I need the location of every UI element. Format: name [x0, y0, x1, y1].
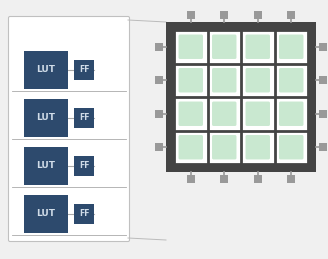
Bar [220, 11, 228, 19]
Bar [155, 143, 163, 151]
Text: LUT: LUT [36, 210, 55, 219]
Bar [319, 43, 327, 51]
FancyBboxPatch shape [178, 102, 203, 126]
Text: LUT: LUT [36, 66, 55, 75]
Bar [187, 11, 195, 19]
FancyBboxPatch shape [246, 135, 270, 160]
FancyBboxPatch shape [279, 68, 303, 92]
Text: LUT: LUT [36, 113, 55, 123]
Text: FF: FF [79, 113, 89, 123]
Bar [74, 156, 94, 176]
FancyBboxPatch shape [246, 68, 270, 92]
FancyBboxPatch shape [178, 135, 203, 160]
Bar [155, 110, 163, 118]
FancyBboxPatch shape [212, 34, 236, 59]
Text: FF: FF [79, 162, 89, 170]
FancyBboxPatch shape [279, 102, 303, 126]
Bar [24, 147, 68, 185]
Bar [319, 110, 327, 118]
Bar [220, 175, 228, 183]
FancyBboxPatch shape [212, 102, 236, 126]
Bar [24, 195, 68, 233]
Bar [24, 99, 68, 137]
FancyBboxPatch shape [9, 17, 130, 241]
Bar [74, 108, 94, 128]
Bar [74, 204, 94, 224]
Bar [166, 22, 316, 172]
FancyBboxPatch shape [279, 135, 303, 160]
Bar [254, 11, 262, 19]
Bar [254, 175, 262, 183]
Bar [187, 175, 195, 183]
Bar [74, 60, 94, 80]
Bar [174, 30, 308, 164]
Bar [24, 51, 68, 89]
FancyBboxPatch shape [246, 34, 270, 59]
Bar [287, 175, 295, 183]
Bar [155, 43, 163, 51]
FancyBboxPatch shape [178, 68, 203, 92]
Text: FF: FF [79, 66, 89, 75]
Bar [319, 76, 327, 84]
Bar [319, 143, 327, 151]
Text: LUT: LUT [36, 162, 55, 170]
FancyBboxPatch shape [212, 68, 236, 92]
Text: FF: FF [79, 210, 89, 219]
Bar [155, 76, 163, 84]
FancyBboxPatch shape [212, 135, 236, 160]
FancyBboxPatch shape [246, 102, 270, 126]
Bar [287, 11, 295, 19]
FancyBboxPatch shape [279, 34, 303, 59]
FancyBboxPatch shape [178, 34, 203, 59]
